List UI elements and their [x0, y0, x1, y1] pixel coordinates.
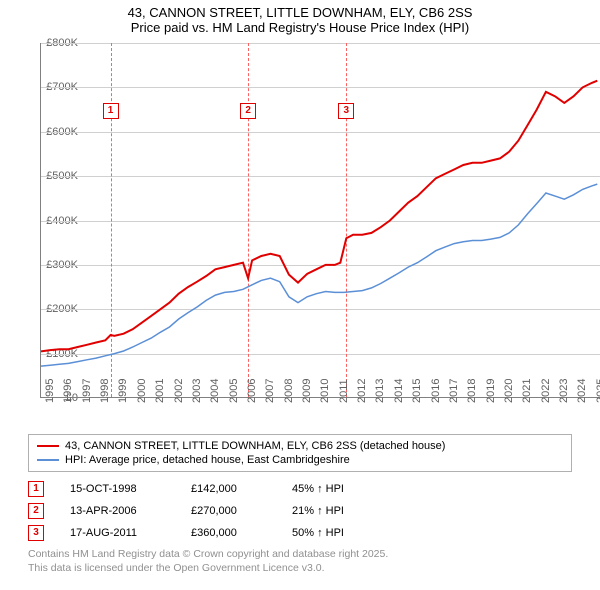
- x-axis-label: 2021: [521, 379, 533, 403]
- legend-swatch: [37, 445, 59, 447]
- x-axis-label: 2012: [356, 379, 368, 403]
- x-axis-label: 2005: [228, 379, 240, 403]
- x-axis-label: 2018: [466, 379, 478, 403]
- x-axis-label: 2024: [576, 379, 588, 403]
- x-axis-label: 2019: [485, 379, 497, 403]
- x-axis-label: 2003: [191, 379, 203, 403]
- chart-area: £0£100K£200K£300K£400K£500K£600K£700K£80…: [40, 43, 600, 428]
- series-blue: [41, 184, 597, 366]
- sale-pct: 45% ↑ HPI: [292, 483, 387, 495]
- sale-row: 2 13-APR-2006 £270,000 21% ↑ HPI: [28, 500, 572, 522]
- sale-date: 15-OCT-1998: [70, 483, 165, 495]
- x-axis-label: 2004: [209, 379, 221, 403]
- line-series: [41, 43, 600, 398]
- sale-price: £360,000: [191, 527, 266, 539]
- sale-row: 3 17-AUG-2011 £360,000 50% ↑ HPI: [28, 522, 572, 544]
- x-axis-label: 1998: [99, 379, 111, 403]
- x-axis-label: 1996: [62, 379, 74, 403]
- x-axis-label: 2014: [393, 379, 405, 403]
- x-axis-label: 1997: [81, 379, 93, 403]
- x-axis-label: 2022: [540, 379, 552, 403]
- x-axis-label: 2025: [595, 379, 600, 403]
- x-axis-label: 2002: [173, 379, 185, 403]
- sale-date: 13-APR-2006: [70, 505, 165, 517]
- legend-row: 43, CANNON STREET, LITTLE DOWNHAM, ELY, …: [37, 439, 563, 453]
- x-axis-label: 2023: [558, 379, 570, 403]
- x-axis-label: 2008: [283, 379, 295, 403]
- plot: 123: [40, 43, 600, 398]
- x-axis-label: 2016: [430, 379, 442, 403]
- sale-badge: 2: [28, 503, 44, 519]
- sale-price: £270,000: [191, 505, 266, 517]
- footer-line-2: This data is licensed under the Open Gov…: [28, 562, 572, 576]
- sale-pct: 50% ↑ HPI: [292, 527, 387, 539]
- x-axis-label: 1999: [117, 379, 129, 403]
- x-axis-label: 2006: [246, 379, 258, 403]
- title-line-1: 43, CANNON STREET, LITTLE DOWNHAM, ELY, …: [0, 5, 600, 20]
- title-line-2: Price paid vs. HM Land Registry's House …: [0, 20, 600, 35]
- footer-attribution: Contains HM Land Registry data © Crown c…: [28, 548, 572, 575]
- sales-table: 1 15-OCT-1998 £142,000 45% ↑ HPI 2 13-APR-200…: [28, 478, 572, 544]
- sale-badge: 1: [28, 481, 44, 497]
- legend-label: HPI: Average price, detached house, East…: [65, 454, 350, 466]
- sale-date: 17-AUG-2011: [70, 527, 165, 539]
- sale-row: 1 15-OCT-1998 £142,000 45% ↑ HPI: [28, 478, 572, 500]
- x-axis-label: 2001: [154, 379, 166, 403]
- sale-price: £142,000: [191, 483, 266, 495]
- x-axis-label: 2000: [136, 379, 148, 403]
- x-axis-label: 2011: [338, 379, 350, 403]
- legend-swatch: [37, 459, 59, 461]
- sale-badge: 3: [28, 525, 44, 541]
- x-axis-label: 1995: [44, 379, 56, 403]
- x-axis-label: 2010: [319, 379, 331, 403]
- sale-pct: 21% ↑ HPI: [292, 505, 387, 517]
- legend: 43, CANNON STREET, LITTLE DOWNHAM, ELY, …: [28, 434, 572, 472]
- x-axis-label: 2013: [374, 379, 386, 403]
- x-axis-label: 2017: [448, 379, 460, 403]
- x-axis-label: 2020: [503, 379, 515, 403]
- legend-row: HPI: Average price, detached house, East…: [37, 453, 563, 467]
- x-axis-label: 2015: [411, 379, 423, 403]
- chart-title: 43, CANNON STREET, LITTLE DOWNHAM, ELY, …: [0, 0, 600, 43]
- x-axis-label: 2007: [264, 379, 276, 403]
- footer-line-1: Contains HM Land Registry data © Crown c…: [28, 548, 572, 562]
- x-axis-label: 2009: [301, 379, 313, 403]
- legend-label: 43, CANNON STREET, LITTLE DOWNHAM, ELY, …: [65, 440, 445, 452]
- series-red: [41, 81, 597, 352]
